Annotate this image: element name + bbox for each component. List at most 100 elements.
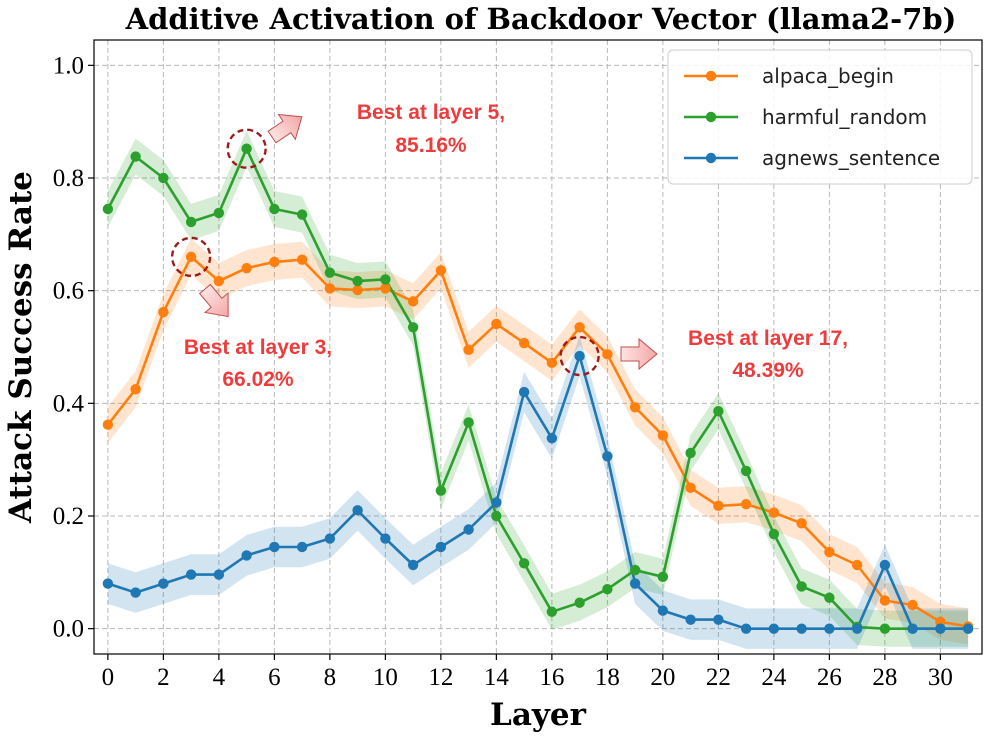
agnews_sentence-point xyxy=(602,451,613,462)
annotation-value: 66.02% xyxy=(222,368,294,391)
annotation-arrow xyxy=(620,337,658,371)
harmful_random-point xyxy=(241,143,252,154)
harmful_random-point xyxy=(463,417,474,428)
alpaca_begin-point xyxy=(851,559,863,571)
agnews_sentence-point xyxy=(380,533,391,544)
alpaca_begin-point xyxy=(602,349,613,360)
harmful_random-point xyxy=(685,447,696,459)
alpaca_begin-point xyxy=(879,595,891,606)
alpaca_begin-point xyxy=(407,296,419,307)
highlight-circle xyxy=(170,236,212,278)
agnews_sentence-point xyxy=(740,623,752,634)
legend-box xyxy=(667,49,973,185)
harmful_random-point xyxy=(518,558,530,569)
harmful_random-point xyxy=(602,584,613,595)
harmful_random-point xyxy=(213,207,225,219)
alpaca_begin-point xyxy=(130,384,141,395)
alpaca_begin-point xyxy=(296,254,308,265)
y-axis-label: Attack Success Rate xyxy=(3,171,39,524)
alpaca_begin-point xyxy=(685,482,696,494)
legend-label: alpaca_begin xyxy=(762,64,894,88)
harmful_random-point xyxy=(324,267,336,278)
harmful_random-point xyxy=(768,528,780,540)
legend: alpaca_begin harmful_random agnews_sentenc… xyxy=(667,49,973,185)
highlight-circle xyxy=(559,335,600,377)
harmful_random-point xyxy=(796,581,807,592)
harmful_random-point xyxy=(380,274,391,285)
x-tick-label: 2 xyxy=(157,664,170,691)
series-markers xyxy=(102,143,974,634)
x-tick-label: 16 xyxy=(539,664,564,691)
agnews_sentence-point xyxy=(518,386,530,398)
agnews_sentence-point xyxy=(768,623,780,634)
agnews_sentence-point xyxy=(130,587,141,598)
alpaca_begin-point xyxy=(768,507,780,518)
annotation-value: 48.39% xyxy=(732,359,804,382)
harmful_random-point xyxy=(435,485,447,496)
alpaca_begin-point xyxy=(657,430,669,441)
agnews_sentence-point xyxy=(296,541,308,553)
agnews_sentence-point xyxy=(907,623,918,634)
alpaca_begin-point xyxy=(629,402,641,413)
harmful_random-point xyxy=(879,623,891,634)
y-tick-label: 0.8 xyxy=(53,165,84,192)
agnews_sentence-point xyxy=(185,569,197,580)
agnews_sentence-point xyxy=(713,614,724,625)
agnews_sentence-point xyxy=(463,524,474,535)
harmful_random-point xyxy=(574,597,585,608)
annotation-arrow xyxy=(198,283,229,318)
agnews_sentence-point xyxy=(935,623,946,634)
annotations: Best at layer 5, 85.16% Best at layer 3, 66… xyxy=(170,101,848,391)
alpaca_begin-point xyxy=(574,322,585,333)
x-tick-label: 26 xyxy=(817,664,842,691)
alpaca_begin-point xyxy=(740,498,752,510)
harmful_random-point xyxy=(185,216,197,228)
agnews_sentence-point xyxy=(269,541,280,553)
x-tick-label: 30 xyxy=(928,664,953,691)
alpaca_begin-point xyxy=(185,251,197,263)
harmful_random-point xyxy=(158,172,169,184)
agnews_sentence-point xyxy=(629,578,641,589)
alpaca_begin-point xyxy=(352,284,363,296)
agnews_sentence-point xyxy=(546,433,558,444)
x-tick-label: 8 xyxy=(324,664,337,691)
x-tick-label: 14 xyxy=(484,664,510,691)
alpaca_begin-point xyxy=(824,546,835,558)
agnews_sentence-point xyxy=(574,350,585,362)
x-tick-label: 6 xyxy=(268,664,281,691)
y-tick-label: 1.0 xyxy=(53,52,84,79)
x-tick-label: 22 xyxy=(706,664,731,691)
agnews_sentence-point xyxy=(962,623,974,634)
legend-label: agnews_sentence xyxy=(762,146,940,170)
alpaca_begin-point xyxy=(518,337,530,349)
arrow-shape xyxy=(267,113,303,144)
harmful_random-point xyxy=(657,571,669,583)
alpaca_begin-point xyxy=(907,599,918,611)
x-tick-label: 20 xyxy=(650,664,675,691)
legend-swatch-marker xyxy=(705,152,717,164)
annotation-label: Best at layer 17, xyxy=(688,327,848,350)
y-tick-label: 0.4 xyxy=(53,390,85,417)
alpaca_begin-point xyxy=(269,256,280,268)
harmful_random-point xyxy=(546,606,558,617)
harmful_random-point xyxy=(352,275,363,287)
y-tick-label: 0.6 xyxy=(53,278,84,305)
agnews_sentence-point xyxy=(491,497,502,508)
harmful_random-point xyxy=(296,209,308,220)
agnews_sentence-point xyxy=(241,550,252,561)
agnews_sentence-point xyxy=(879,559,891,571)
annotation-value: 85.16% xyxy=(395,134,467,157)
agnews_sentence-point xyxy=(796,623,807,634)
axis-ticks: 0 2 4 6 8 10 12 14 16 18 20 22 24 26 28 300.00.20.40.60… xyxy=(53,52,953,691)
x-tick-label: 24 xyxy=(761,664,787,691)
arrow-shape xyxy=(198,283,229,318)
agnews_sentence-point xyxy=(435,541,447,553)
x-tick-label: 12 xyxy=(428,664,453,691)
x-tick-label: 10 xyxy=(373,664,398,691)
agnews_sentence-point xyxy=(407,559,419,571)
y-tick-label: 0.0 xyxy=(53,616,84,643)
legend-swatch-marker xyxy=(705,70,717,82)
legend-swatch-marker xyxy=(705,111,717,123)
harmful_random-point xyxy=(407,322,419,333)
alpaca_begin-point xyxy=(713,500,724,512)
